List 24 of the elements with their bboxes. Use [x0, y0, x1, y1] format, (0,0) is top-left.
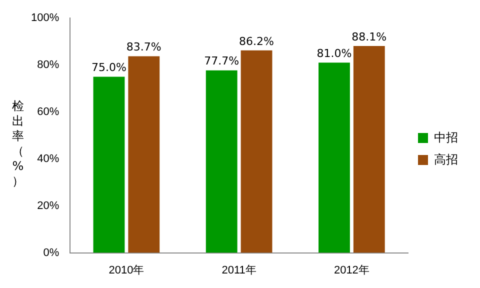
- y-tick-label: 0%: [43, 246, 60, 259]
- y-axis-title: 检出率（%）: [12, 99, 24, 189]
- x-tick-label: 2010年: [108, 264, 144, 276]
- bar: [240, 50, 272, 253]
- data-label: 81.0%: [316, 46, 352, 60]
- bar: [128, 56, 160, 253]
- y-tick-label: 60%: [37, 106, 60, 118]
- bar: [353, 46, 385, 253]
- y-tick-label: 80%: [37, 58, 60, 71]
- data-label: 77.7%: [204, 54, 240, 68]
- data-label: 88.1%: [352, 30, 387, 44]
- legend-label: 中招: [434, 130, 458, 144]
- y-tick-label: 100%: [30, 12, 60, 24]
- x-tick-label: 2012年: [334, 264, 370, 276]
- data-label: 83.7%: [126, 40, 162, 54]
- data-label: 86.2%: [239, 34, 274, 48]
- y-tick-label: 20%: [37, 200, 60, 212]
- x-tick-label: 2011年: [222, 264, 256, 276]
- legend-label: 高招: [434, 152, 458, 166]
- bar: [206, 70, 238, 253]
- bar: [93, 76, 125, 253]
- y-tick-label: 40%: [37, 152, 60, 165]
- data-label: 75.0%: [92, 61, 126, 74]
- bar: [318, 62, 350, 253]
